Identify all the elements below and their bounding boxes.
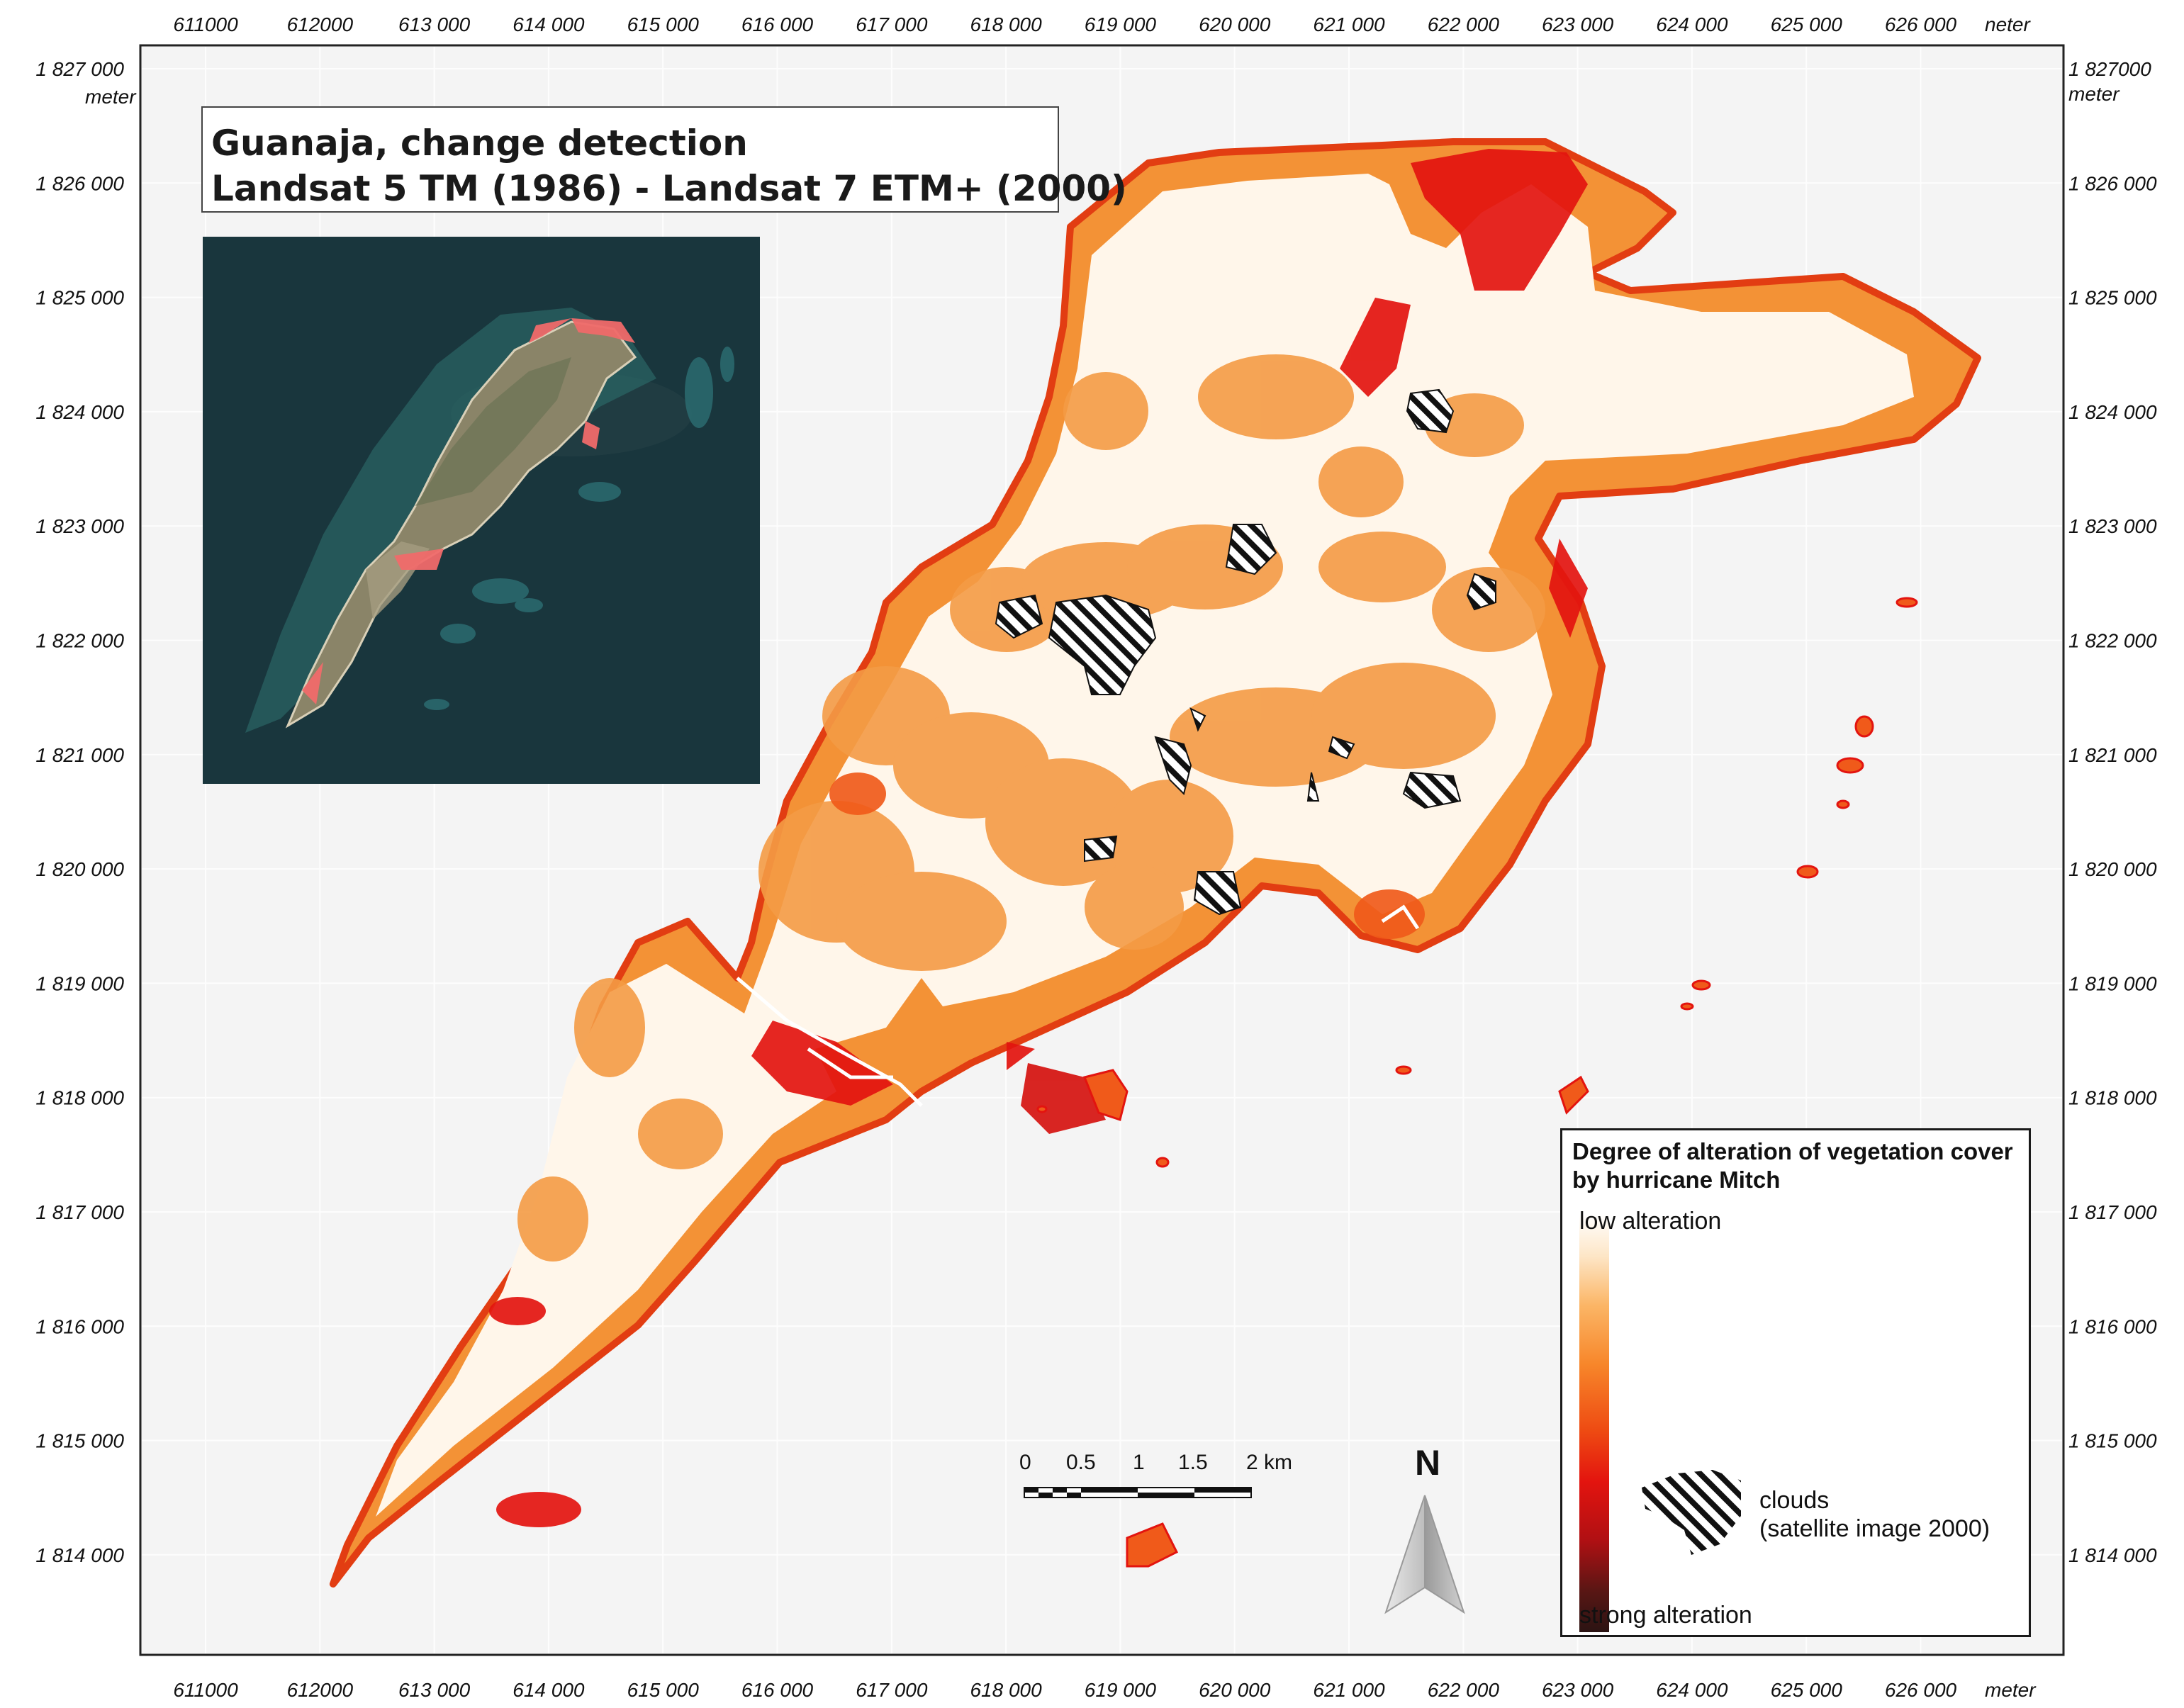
scale-label-2km: 2 km [1246,1451,1293,1474]
x-tick-top-label: 616 000 [741,13,814,35]
guanaja-island [330,138,1981,1588]
legend-box: Degree of alteration of vegetation cover… [1560,1128,2031,1637]
y-tick-left-label: 1 819 000 [35,972,124,994]
y-axis-right-ticks: 1 827000 1 826 000 1 825 000 1 824 000 1 823… [2068,58,2157,1566]
y-tick-left-label: 1 816 000 [35,1315,124,1337]
map-title-line1: Guanaja, change detection [211,123,748,164]
x-tick-top-label: 615 000 [627,13,700,35]
x-tick-top-label: 617 000 [856,13,928,35]
y-tick-left-label: 1 817 000 [35,1201,124,1223]
scale-label-0: 0 [1019,1451,1031,1474]
y-tick-left-label: 1 822 000 [35,630,124,652]
y-tick-right-label: 1 826 000 [2068,172,2157,194]
map-title-box: Guanaja, change detection Landsat 5 TM (… [201,106,1127,213]
y-tick-right-label: 1 827000 [2068,58,2151,80]
x-tick-top-label: 619 000 [1085,13,1157,35]
x-unit-bottom: meter [1985,1679,2037,1701]
y-tick-left-label: 1 826 000 [35,172,124,194]
y-tick-right-label: 1 825 000 [2068,287,2157,309]
legend-clouds-sublabel: (satellite image 2000) [1759,1515,1990,1542]
y-tick-right-label: 1 816 000 [2068,1315,2157,1337]
scale-bar [1024,1487,1252,1498]
y-unit-right: meter [2068,83,2120,105]
legend-color-ramp [1579,1214,1609,1632]
y-tick-right-label: 1 819 000 [2068,972,2157,994]
x-tick-bottom-label: 612000 [287,1679,354,1701]
inset-satellite-image [203,237,760,784]
y-tick-left-label: 1 814 000 [35,1544,124,1566]
x-tick-top-label: 612000 [287,13,354,35]
map-title-line2: Landsat 5 TM (1986) - Landsat 7 ETM+ (20… [211,168,1127,209]
legend-low-label: low alteration [1579,1208,1722,1235]
scale-label-1: 1 [1133,1451,1145,1474]
x-tick-bottom-label: 620 000 [1199,1679,1271,1701]
x-tick-top-label: 620 000 [1199,13,1271,35]
x-tick-top-label: 622 000 [1428,13,1500,35]
x-tick-top-label: 626 000 [1885,13,1957,35]
moderate-alteration-patches [517,354,1545,1262]
inset-island-drawing [203,237,760,784]
x-axis-bottom-ticks: 611000 612000 613 000 614 000 615 000 616 000… [173,1679,1956,1701]
y-unit-left: meter [85,86,137,108]
y-tick-left-label: 1 815 000 [35,1430,124,1452]
x-tick-bottom-label: 625 000 [1771,1679,1843,1701]
x-tick-bottom-label: 614 000 [513,1679,585,1701]
y-tick-right-label: 1 822 000 [2068,630,2157,652]
x-tick-bottom-label: 623 000 [1542,1679,1614,1701]
cloud-areas [995,388,1496,916]
north-arrow [1384,1495,1465,1614]
x-axis-top-ticks: 611000 612000 613 000 614 000 615 000 616 000… [173,13,1956,35]
y-tick-right-label: 1 818 000 [2068,1087,2157,1109]
y-tick-right-label: 1 814 000 [2068,1544,2157,1566]
roads [736,904,1420,1107]
x-tick-bottom-label: 621 000 [1313,1679,1385,1701]
x-tick-bottom-label: 624 000 [1656,1679,1728,1701]
x-tick-bottom-label: 611000 [173,1679,238,1701]
x-tick-top-label: 623 000 [1542,13,1614,35]
scale-label-1-5: 1.5 [1178,1451,1208,1474]
y-tick-right-label: 1 823 000 [2068,515,2157,537]
legend-clouds-hatch [1642,1470,1741,1555]
y-tick-right-label: 1 817 000 [2068,1201,2157,1223]
x-tick-bottom-label: 616 000 [741,1679,814,1701]
offshore-cays [1036,597,1918,1568]
x-tick-top-label: 613 000 [398,13,471,35]
legend-title: Degree of alteration of vegetation cover… [1572,1138,2013,1193]
x-tick-top-label: 624 000 [1656,13,1728,35]
y-tick-left-label: 1 818 000 [35,1087,124,1109]
y-tick-left-label: 1 825 000 [35,287,124,309]
high-alteration-patches [489,149,1588,1527]
y-tick-right-label: 1 820 000 [2068,858,2157,880]
y-tick-right-label: 1 824 000 [2068,401,2157,423]
legend-clouds-label: clouds [1759,1487,1830,1514]
x-tick-bottom-label: 618 000 [970,1679,1042,1701]
x-tick-top-label: 618 000 [970,13,1042,35]
x-tick-bottom-label: 613 000 [398,1679,471,1701]
x-tick-top-label: 621 000 [1313,13,1385,35]
y-tick-left-label: 1 821 000 [35,744,124,766]
y-axis-left-ticks: 1 827 000 1 826 000 1 825 000 1 824 000 1 82… [35,58,124,1566]
y-tick-right-label: 1 815 000 [2068,1430,2157,1452]
north-arrow-label: N [1415,1443,1441,1483]
x-tick-bottom-label: 617 000 [856,1679,928,1701]
y-tick-left-label: 1 824 000 [35,401,124,423]
scale-label-0-5: 0.5 [1066,1451,1096,1474]
legend-strong-label: strong alteration [1579,1602,1752,1629]
x-tick-bottom-label: 626 000 [1885,1679,1957,1701]
x-tick-top-label: 611000 [173,13,238,35]
y-tick-left-label: 1 820 000 [35,858,124,880]
y-tick-left-label: 1 823 000 [35,515,124,537]
x-tick-top-label: 625 000 [1771,13,1843,35]
x-tick-bottom-label: 615 000 [627,1679,700,1701]
x-tick-bottom-label: 619 000 [1085,1679,1157,1701]
y-tick-right-label: 1 821 000 [2068,744,2157,766]
x-unit-top: neter [1985,13,2031,35]
y-tick-left-label: 1 827 000 [35,58,124,80]
x-tick-top-label: 614 000 [513,13,585,35]
x-tick-bottom-label: 622 000 [1428,1679,1500,1701]
